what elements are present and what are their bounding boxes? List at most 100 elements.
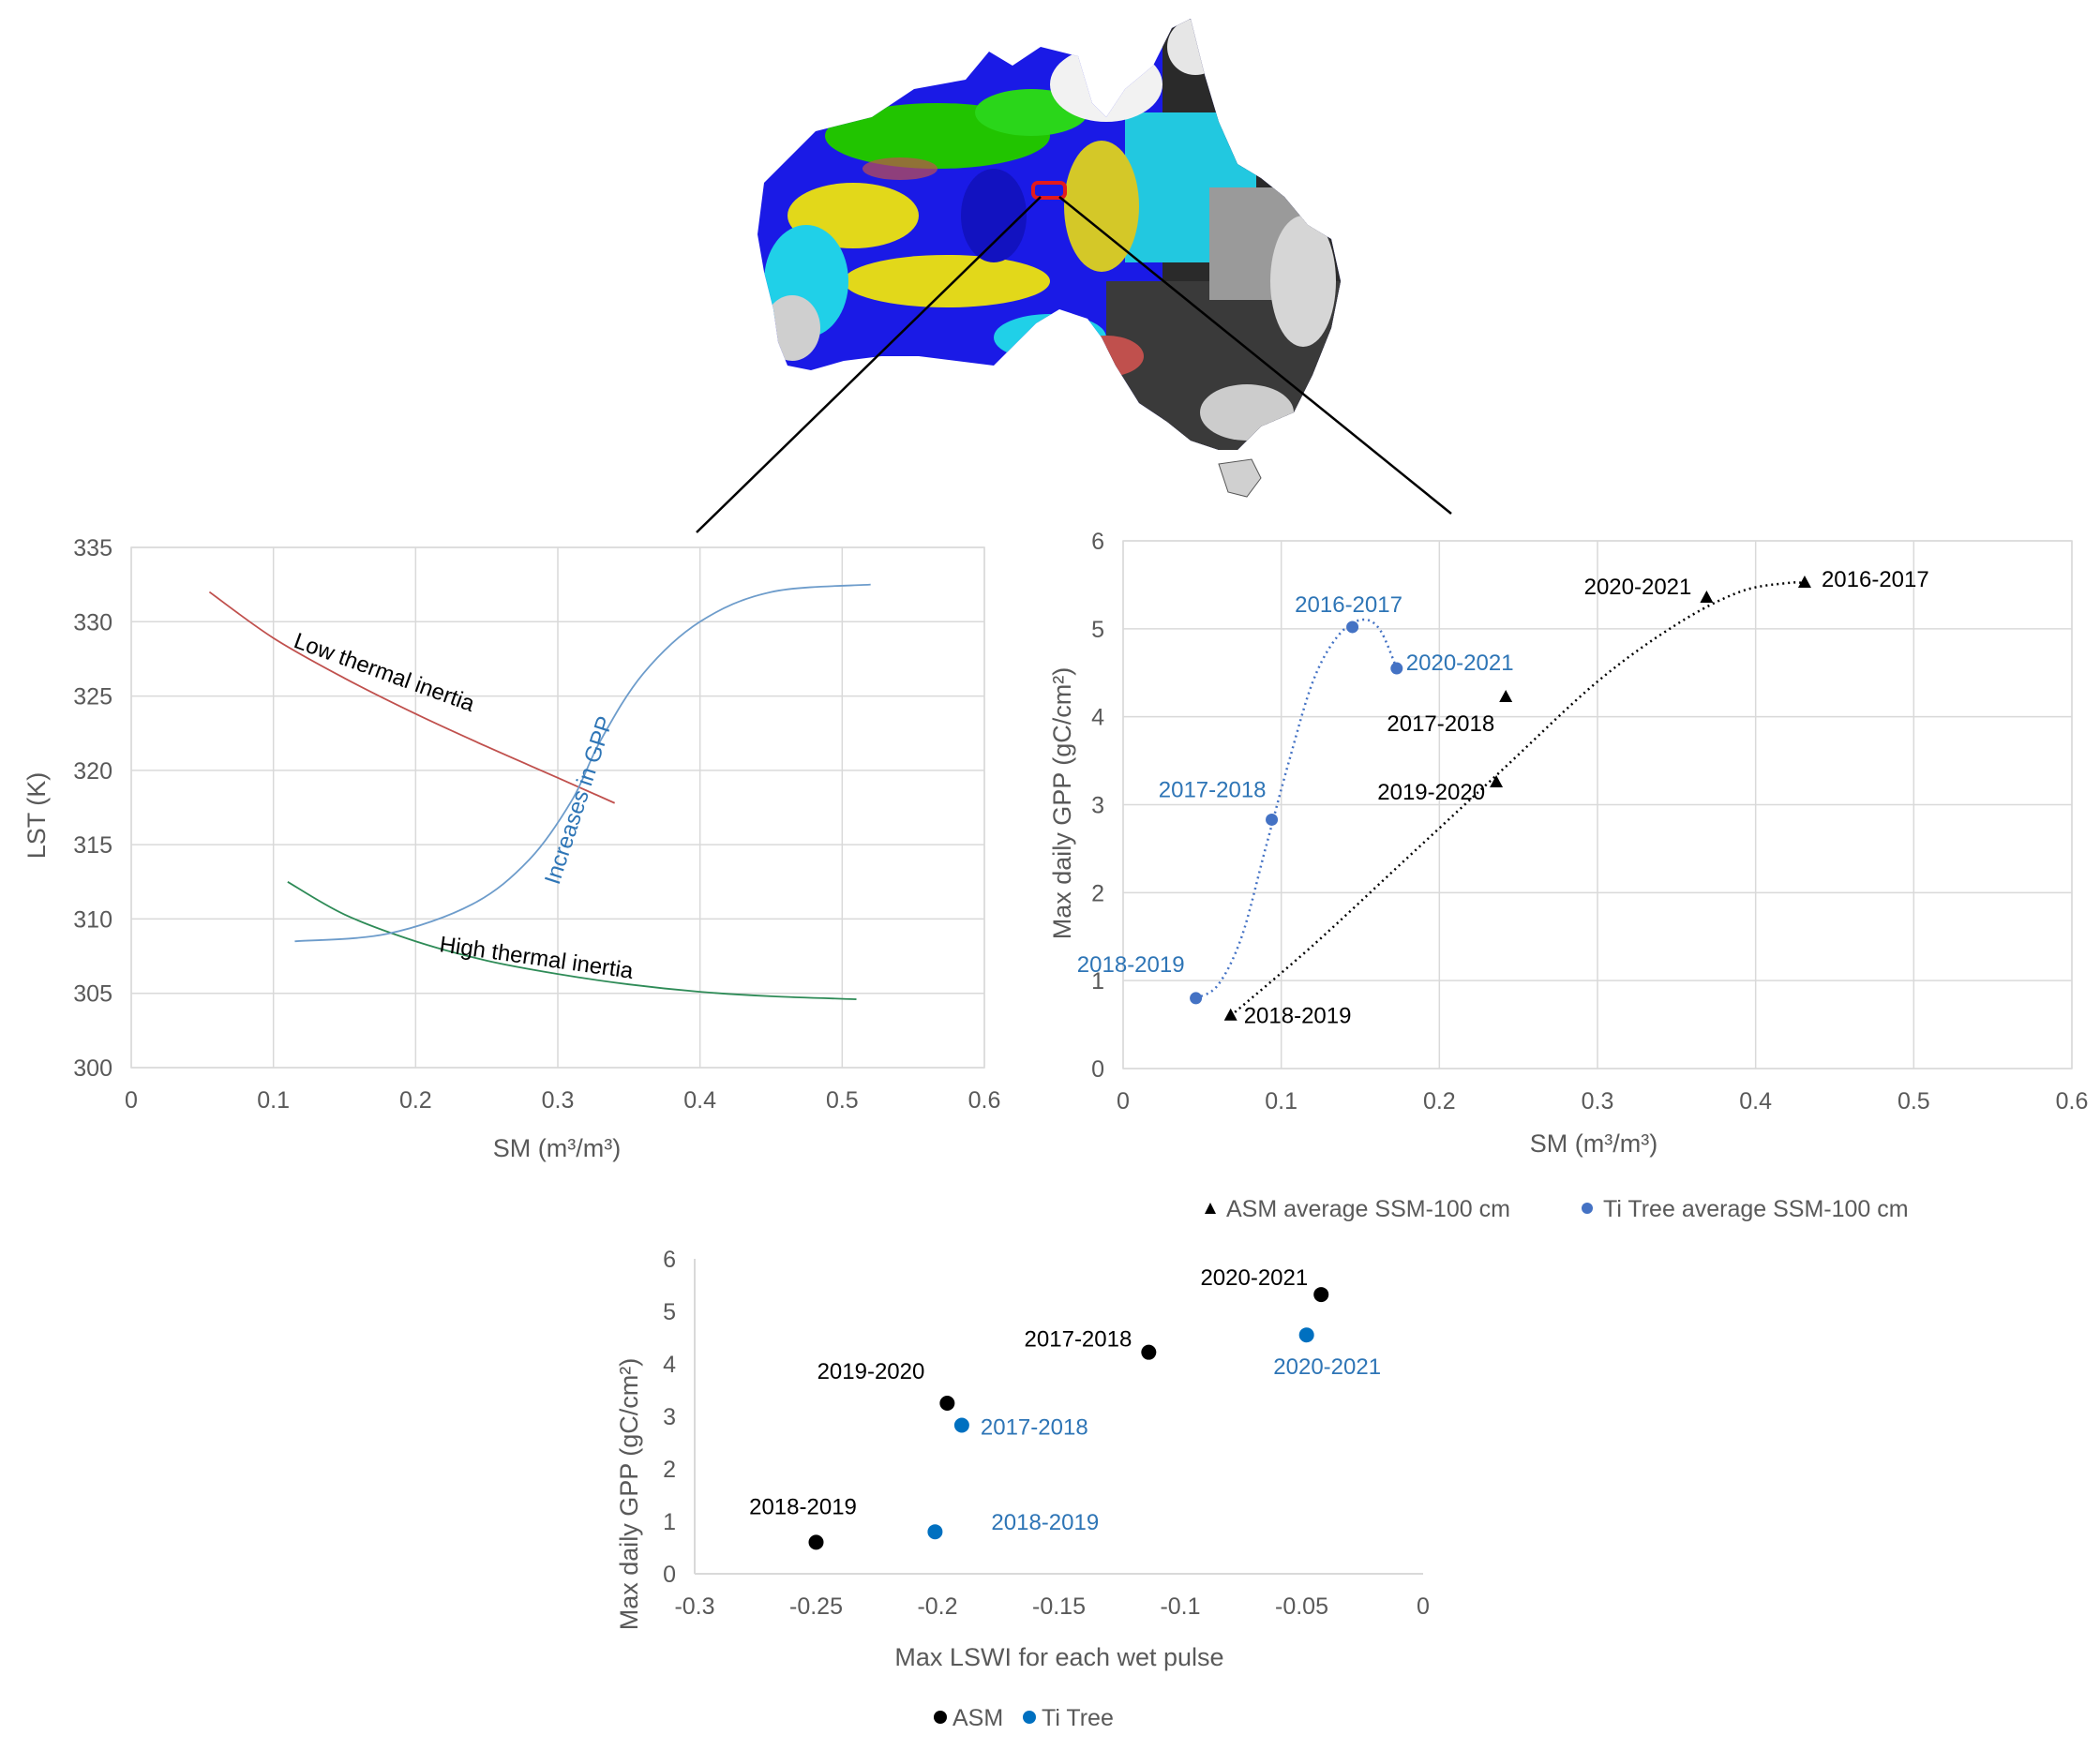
chart2-xtick: 0.6 (2056, 1088, 2089, 1114)
chart3-point-label: 2020-2021 (1200, 1265, 1308, 1291)
chart2-ytick: 0 (1091, 1056, 1104, 1083)
chart1-curve-1 (287, 881, 857, 1000)
chart3-titree-point (927, 1524, 943, 1540)
chart-gpp-vs-lswi: 2018-2019 2019-2020 2017-2018 2020-2021 2018… (615, 1247, 1430, 1731)
chart3-xtick: -0.05 (1275, 1593, 1328, 1620)
chart3-series: 2018-2019 2019-2020 2017-2018 2020-2021 2018… (749, 1265, 1381, 1550)
chart2-gridlines (1122, 540, 2073, 1069)
chart3-tick-labels: -0.3 -0.25 -0.2 -0.15 -0.1 -0.05 0 0 1 2 3 4 5 6 (663, 1247, 1430, 1620)
chart1-ytick: 305 (73, 981, 112, 1008)
chart2-point-label: 2020-2021 (1406, 651, 1514, 676)
legend-titree-dot (1023, 1711, 1036, 1724)
legend-asm-text: ASM (952, 1705, 1003, 1731)
chart3-titree-point (1298, 1327, 1314, 1343)
chart1-ytick: 320 (73, 758, 112, 785)
zoom-line-left (696, 196, 1042, 533)
chart2-xtick: 0.3 (1582, 1088, 1614, 1114)
chart1-ytick: 330 (73, 609, 112, 636)
legend-asm-triangle (1205, 1203, 1216, 1214)
chart3-ylabel: Max daily GPP (gC/cm²) (615, 1358, 643, 1631)
chart2-asm-point (1223, 1008, 1238, 1021)
legend-titree-text: Ti Tree (1042, 1705, 1114, 1731)
chart3-ytick: 4 (663, 1352, 676, 1378)
chart1-ytick: 310 (73, 906, 112, 933)
chart1-series (208, 583, 871, 1000)
chart2-asm-point (1797, 576, 1811, 589)
chart3-point-label: 2017-2018 (1025, 1327, 1132, 1353)
chart2-point-label: 2018-2019 (1077, 952, 1185, 978)
chart2-xtick: 0.2 (1423, 1088, 1456, 1114)
chart2-ytick: 2 (1091, 880, 1104, 906)
chart3-xtick: -0.25 (789, 1593, 843, 1620)
chart1-xtick: 0.2 (399, 1087, 432, 1114)
chart3-ytick: 0 (663, 1562, 676, 1588)
chart3-xtick: -0.15 (1032, 1593, 1086, 1620)
chart1-xtick: 0.1 (257, 1087, 290, 1114)
chart2-titree-point (1266, 813, 1279, 826)
chart3-ytick: 1 (663, 1509, 676, 1535)
chart3-point-label: 2019-2020 (818, 1359, 925, 1384)
chart2-ytick: 5 (1091, 617, 1104, 643)
chart2-ytick: 1 (1091, 968, 1104, 995)
chart1-ytick: 325 (73, 684, 112, 710)
chart2-series: 2018-2019 2019-2020 2017-2018 2020-2021 2016… (1077, 567, 1929, 1029)
chart1-ylabel: LST (K) (22, 772, 51, 860)
chart3-xtick: -0.2 (917, 1593, 957, 1620)
chart3-legend: ASM Ti Tree (934, 1705, 1114, 1731)
map-highlight-box (1031, 181, 1067, 200)
australia-map (696, 19, 1452, 533)
chart1-xlabel: SM (m³/m³) (493, 1134, 621, 1162)
zoom-line-right (1058, 196, 1452, 515)
legend-titree-label: Ti Tree average SSM-100 cm (1603, 1196, 1909, 1222)
chart3-asm-point (808, 1534, 824, 1550)
chart3-axes (694, 1259, 1423, 1575)
chart2-ytick: 3 (1091, 793, 1104, 819)
legend-asm-label: ASM average SSM-100 cm (1226, 1196, 1510, 1222)
chart2-xtick: 0 (1117, 1088, 1130, 1114)
chart3-asm-point (1141, 1344, 1157, 1360)
chart1-annotation-high: High thermal inertia (438, 932, 635, 984)
chart3-ytick: 2 (663, 1457, 676, 1483)
chart2-trendline-1 (1194, 618, 1398, 1000)
chart1-curve-0 (208, 591, 616, 804)
chart2-xtick: 0.1 (1265, 1088, 1298, 1114)
chart1-ytick: 315 (73, 832, 112, 859)
chart3-point-label: 2018-2019 (749, 1494, 857, 1519)
chart3-xtick: -0.1 (1160, 1593, 1200, 1620)
chart1-xtick: 0.6 (968, 1087, 1001, 1114)
chart1-xtick: 0.4 (683, 1087, 716, 1114)
chart3-xtick: -0.3 (674, 1593, 714, 1620)
chart1-xtick: 0 (125, 1087, 138, 1114)
chart2-ytick: 4 (1091, 705, 1104, 731)
chart2-asm-point (1499, 690, 1513, 703)
chart1-ytick: 300 (73, 1055, 112, 1082)
chart3-asm-point (939, 1396, 955, 1411)
chart2-plot-border (1122, 540, 2073, 1069)
chart2-legend: ASM average SSM-100 cm Ti Tree average S… (1205, 1196, 1909, 1222)
chart1-gridlines (130, 546, 985, 1069)
chart2-point-label: 2019-2020 (1377, 780, 1485, 805)
chart2-xlabel: SM (m³/m³) (1530, 1129, 1658, 1158)
chart3-ytick: 6 (663, 1247, 676, 1273)
chart3-xtick: 0 (1417, 1593, 1430, 1620)
chart1-curve-2 (294, 583, 871, 943)
chart2-trendline-0 (1229, 581, 1806, 1017)
chart2-xtick: 0.5 (1898, 1088, 1930, 1114)
chart2-titree-point (1390, 662, 1403, 675)
chart2-asm-point (1700, 590, 1714, 603)
chart2-point-label: 2017-2018 (1387, 711, 1494, 737)
legend-titree-circle (1582, 1203, 1593, 1214)
chart2-point-label: 2017-2018 (1159, 777, 1267, 802)
chart3-ytick: 3 (663, 1404, 676, 1430)
chart3-titree-point (953, 1417, 969, 1433)
chart2-ylabel: Max daily GPP (gC/cm²) (1048, 667, 1076, 940)
chart3-asm-point (1313, 1287, 1329, 1303)
chart1-xtick: 0.3 (542, 1087, 575, 1114)
chart3-point-label: 2017-2018 (981, 1415, 1088, 1441)
chart1-plot-border (130, 546, 985, 1069)
chart2-asm-point (1490, 775, 1504, 788)
legend-asm-dot (934, 1711, 947, 1724)
chart2-titree-point (1190, 992, 1203, 1005)
chart3-xlabel: Max LSWI for each wet pulse (894, 1643, 1223, 1671)
